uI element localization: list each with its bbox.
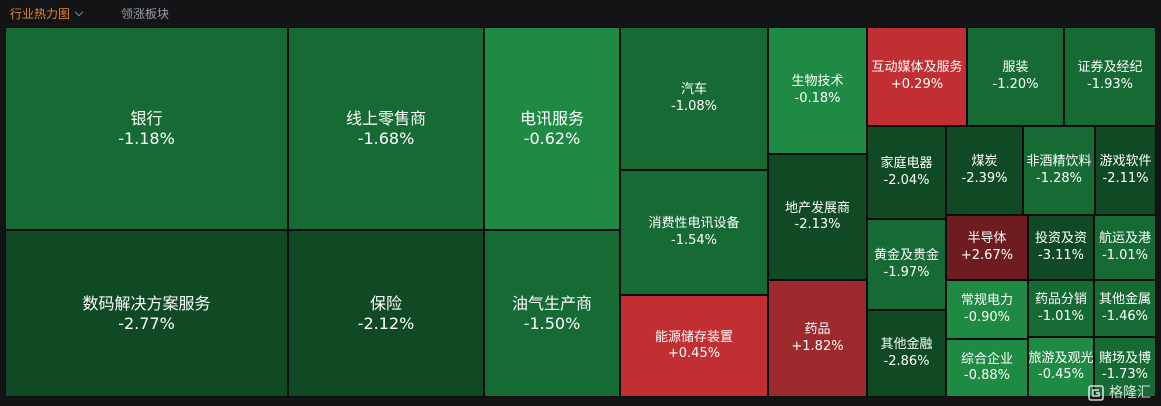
tile-sector-name: 赌场及博	[1098, 350, 1151, 366]
tile-sector-name: 综合企业	[960, 351, 1013, 367]
tile-sector-name: 家庭电器	[880, 156, 933, 172]
tile-sector-name: 其他金融	[880, 337, 933, 353]
treemap-tile[interactable]: 黄金及贵金 -1.97%	[867, 219, 946, 310]
treemap-tile[interactable]: 药品 +1.82%	[768, 280, 867, 397]
treemap-tile[interactable]: 半导体 +2.67%	[946, 215, 1028, 280]
treemap-tile[interactable]: 证券及经纪 -1.93%	[1064, 27, 1156, 126]
tile-change-percent: -0.18%	[794, 90, 841, 106]
tile-sector-name: 数码解决方案服务	[82, 293, 211, 313]
treemap-tile[interactable]: 电讯服务 -0.62%	[484, 27, 620, 230]
tile-change-percent: -1.01%	[1038, 308, 1084, 324]
tile-change-percent: -0.88%	[964, 368, 1010, 383]
tile-change-percent: -1.73%	[1102, 367, 1148, 382]
tile-change-percent: +0.29%	[890, 76, 944, 92]
tile-sector-name: 游戏软件	[1099, 154, 1152, 170]
tile-sector-name: 其他金属	[1098, 292, 1151, 308]
tile-change-percent: -1.01%	[1102, 247, 1148, 263]
treemap-tile[interactable]: 银行 -1.18%	[5, 27, 288, 230]
tile-change-percent: -3.11%	[1038, 247, 1084, 263]
watermark: 格隆汇	[1088, 384, 1151, 402]
treemap-tile[interactable]: 汽车 -1.08%	[620, 27, 768, 170]
tab-leading-sectors-label: 领涨板块	[121, 7, 170, 21]
treemap-tile[interactable]: 旅游及观光 -0.45%	[1028, 337, 1094, 397]
tile-sector-name: 银行	[130, 108, 163, 128]
tile-change-percent: -2.04%	[883, 172, 930, 188]
tile-change-percent: -0.90%	[964, 309, 1010, 325]
tile-change-percent: -1.20%	[992, 76, 1039, 92]
treemap-tile[interactable]: 常规电力 -0.90%	[946, 280, 1028, 339]
tile-sector-name: 药品	[804, 322, 831, 338]
treemap-tile[interactable]: 油气生产商 -1.50%	[484, 230, 620, 397]
treemap-tile[interactable]: 生物技术 -0.18%	[768, 27, 867, 154]
treemap-tile[interactable]: 游戏软件 -2.11%	[1095, 126, 1156, 215]
treemap-tile[interactable]: 保险 -2.12%	[288, 230, 484, 397]
treemap-tile[interactable]: 其他金属 -1.46%	[1094, 280, 1156, 337]
treemap-tile[interactable]: 航运及港 -1.01%	[1094, 215, 1156, 280]
tile-sector-name: 投资及资	[1034, 231, 1087, 247]
tile-change-percent: -1.68%	[357, 128, 415, 148]
tile-change-percent: -2.39%	[961, 170, 1008, 186]
tile-sector-name: 地产发展商	[784, 200, 850, 216]
tile-change-percent: -1.08%	[671, 98, 717, 114]
tile-change-percent: -1.28%	[1036, 170, 1082, 186]
tile-sector-name: 线上零售商	[345, 108, 426, 128]
tile-change-percent: -1.46%	[1102, 308, 1148, 324]
treemap-tile[interactable]: 能源储存装置 +0.45%	[620, 295, 768, 397]
tile-sector-name: 油气生产商	[511, 293, 592, 313]
treemap-tile[interactable]: 赌场及博 -1.73%	[1094, 337, 1156, 397]
tab-bar: 行业热力图 领涨板块	[0, 0, 1161, 27]
treemap-tile[interactable]: 互动媒体及服务 +0.29%	[867, 27, 967, 126]
treemap-tile[interactable]: 药品分销 -1.01%	[1028, 280, 1094, 337]
tile-change-percent: -2.12%	[357, 313, 415, 333]
tile-sector-name: 保险	[369, 293, 402, 313]
treemap-tile[interactable]: 非酒精饮料 -1.28%	[1023, 126, 1095, 215]
treemap-tile[interactable]: 煤炭 -2.39%	[946, 126, 1023, 215]
tile-sector-name: 半导体	[967, 231, 1007, 247]
treemap-tile[interactable]: 数码解决方案服务 -2.77%	[5, 230, 288, 397]
tile-change-percent: -1.50%	[523, 313, 581, 333]
tab-leading-sectors[interactable]: 领涨板块	[121, 6, 169, 22]
treemap-tile[interactable]: 消费性电讯设备 -1.54%	[620, 170, 768, 295]
tile-change-percent: -1.54%	[671, 232, 717, 248]
tile-sector-name: 旅游及观光	[1028, 350, 1094, 366]
tile-change-percent: -0.45%	[1038, 367, 1084, 382]
tile-sector-name: 药品分销	[1034, 292, 1087, 308]
tile-change-percent: -0.62%	[523, 128, 581, 148]
tile-sector-name: 非酒精饮料	[1026, 154, 1092, 170]
tile-sector-name: 常规电力	[960, 293, 1013, 309]
watermark-text: 格隆汇	[1109, 385, 1151, 401]
treemap-tile[interactable]: 综合企业 -0.88%	[946, 339, 1028, 397]
tile-change-percent: -2.13%	[794, 217, 841, 232]
treemap-tile[interactable]: 家庭电器 -2.04%	[867, 126, 946, 219]
tile-sector-name: 航运及港	[1098, 231, 1151, 247]
tile-sector-name: 汽车	[680, 82, 707, 98]
tile-sector-name: 互动媒体及服务	[871, 60, 963, 76]
treemap-tile[interactable]: 服装 -1.20%	[967, 27, 1064, 126]
tile-change-percent: -2.86%	[883, 353, 930, 369]
tile-sector-name: 能源储存装置	[654, 329, 733, 345]
treemap-tile[interactable]: 地产发展商 -2.13%	[768, 154, 867, 280]
tab-industry-heatmap[interactable]: 行业热力图	[10, 6, 84, 22]
tile-sector-name: 煤炭	[971, 154, 998, 170]
tab-industry-heatmap-label: 行业热力图	[10, 7, 71, 21]
tile-sector-name: 生物技术	[791, 74, 844, 90]
tile-change-percent: +1.82%	[791, 338, 844, 354]
tile-change-percent: -2.77%	[118, 313, 175, 333]
tile-change-percent: -2.11%	[1102, 170, 1149, 186]
treemap-tile[interactable]: 线上零售商 -1.68%	[288, 27, 484, 230]
treemap-tile[interactable]: 其他金融 -2.86%	[867, 310, 946, 397]
tile-change-percent: -1.97%	[883, 264, 930, 280]
tile-change-percent: +0.45%	[667, 346, 721, 361]
tile-change-percent: +2.67%	[960, 247, 1014, 263]
tile-sector-name: 电讯服务	[519, 108, 584, 128]
tile-sector-name: 服装	[1002, 60, 1029, 76]
tile-change-percent: -1.93%	[1087, 76, 1133, 92]
treemap-tile[interactable]: 投资及资 -3.11%	[1028, 215, 1094, 280]
tile-sector-name: 消费性电讯设备	[648, 216, 740, 232]
gelonghui-logo-icon	[1088, 385, 1104, 401]
tile-sector-name: 黄金及贵金	[873, 248, 939, 264]
tile-change-percent: -1.18%	[118, 128, 175, 148]
tile-sector-name: 证券及经纪	[1077, 60, 1143, 76]
